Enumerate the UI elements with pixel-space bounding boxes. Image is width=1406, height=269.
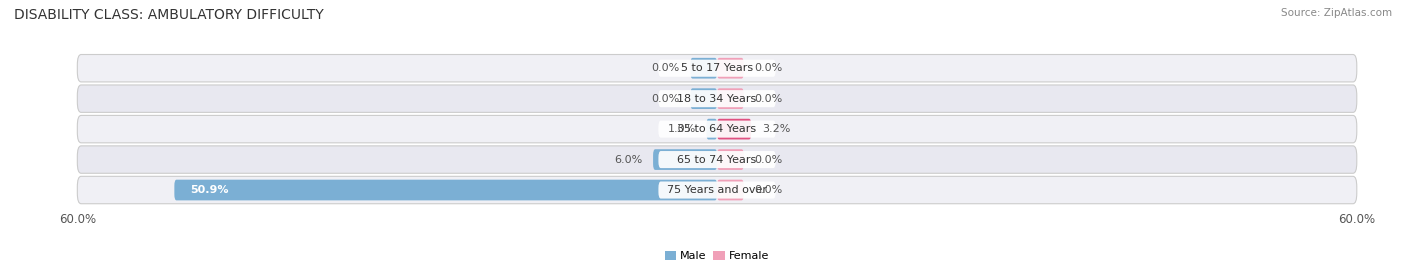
Text: 65 to 74 Years: 65 to 74 Years [678,155,756,165]
Text: 35 to 64 Years: 35 to 64 Years [678,124,756,134]
FancyBboxPatch shape [658,90,776,107]
FancyBboxPatch shape [717,58,744,79]
FancyBboxPatch shape [77,176,1357,204]
Text: 0.0%: 0.0% [651,63,679,73]
Text: 5 to 17 Years: 5 to 17 Years [681,63,754,73]
FancyBboxPatch shape [77,115,1357,143]
Text: 1.0%: 1.0% [668,124,696,134]
Text: 6.0%: 6.0% [614,155,643,165]
FancyBboxPatch shape [717,119,751,139]
FancyBboxPatch shape [77,85,1357,112]
Text: DISABILITY CLASS: AMBULATORY DIFFICULTY: DISABILITY CLASS: AMBULATORY DIFFICULTY [14,8,323,22]
Text: 0.0%: 0.0% [755,63,783,73]
FancyBboxPatch shape [717,149,744,170]
Text: 50.9%: 50.9% [190,185,229,195]
FancyBboxPatch shape [690,58,717,79]
FancyBboxPatch shape [174,180,717,200]
FancyBboxPatch shape [717,180,744,200]
FancyBboxPatch shape [658,60,776,77]
FancyBboxPatch shape [658,121,776,138]
Text: 0.0%: 0.0% [755,94,783,104]
Legend: Male, Female: Male, Female [661,246,773,266]
Text: 0.0%: 0.0% [755,155,783,165]
Text: Source: ZipAtlas.com: Source: ZipAtlas.com [1281,8,1392,18]
Text: 0.0%: 0.0% [755,185,783,195]
Text: 3.2%: 3.2% [762,124,790,134]
Text: 0.0%: 0.0% [651,94,679,104]
FancyBboxPatch shape [77,55,1357,82]
FancyBboxPatch shape [77,146,1357,173]
FancyBboxPatch shape [690,88,717,109]
Text: 18 to 34 Years: 18 to 34 Years [678,94,756,104]
FancyBboxPatch shape [658,182,776,199]
FancyBboxPatch shape [717,88,744,109]
FancyBboxPatch shape [658,151,776,168]
FancyBboxPatch shape [706,119,717,139]
Text: 75 Years and over: 75 Years and over [666,185,768,195]
FancyBboxPatch shape [654,149,717,170]
